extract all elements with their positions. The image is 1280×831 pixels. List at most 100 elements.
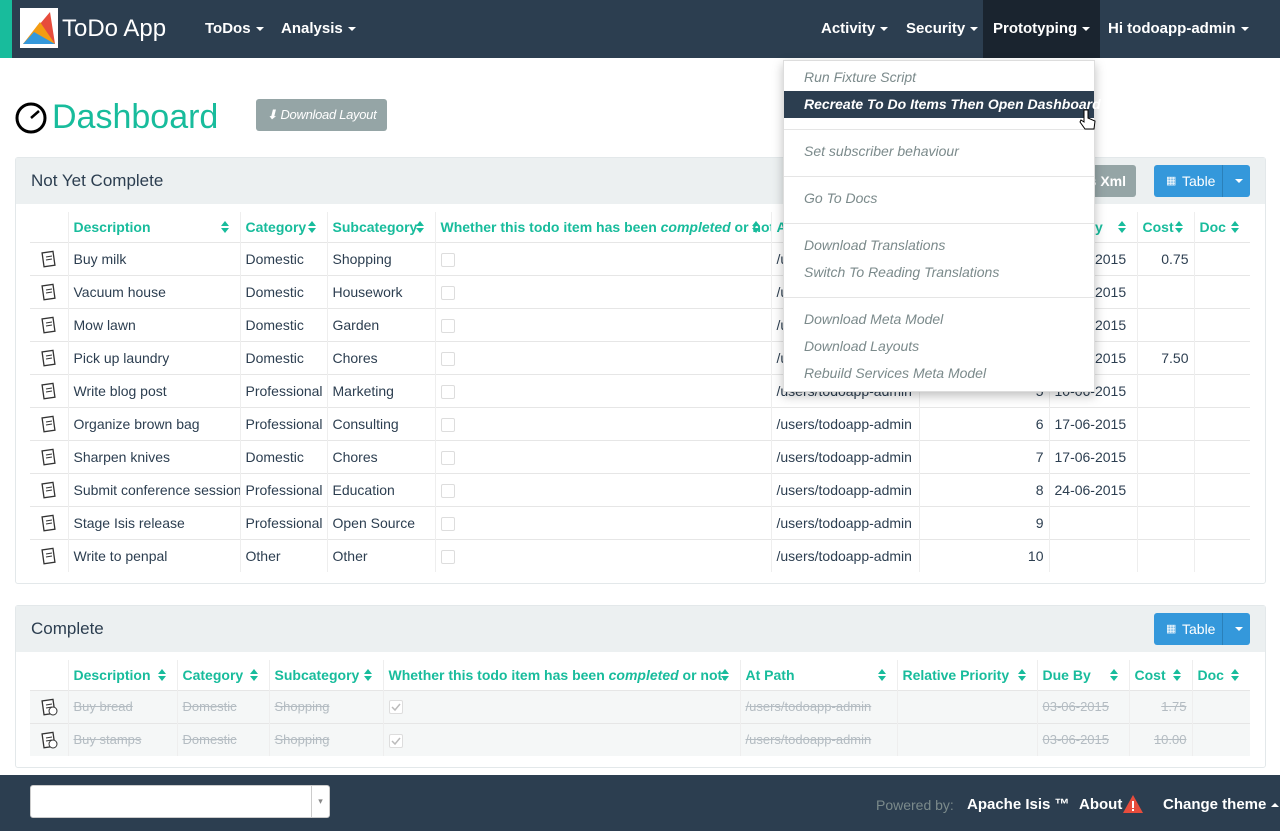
column-header[interactable]: Doc: [1191, 660, 1250, 690]
column-header[interactable]: Whether this todo item has been complete…: [434, 212, 771, 242]
caret: [880, 27, 889, 32]
prototyping-dropdown: Run Fixture Script Recreate To Do Items T…: [783, 60, 1101, 392]
nav-menu[interactable]: ToDos: [195, 0, 274, 58]
brand[interactable]: ToDo App: [62, 15, 167, 42]
column-header[interactable]: Cost: [1128, 660, 1192, 690]
row-icon[interactable]: [30, 340, 68, 374]
menu-item[interactable]: Run Fixture Script: [784, 64, 1094, 91]
theme-link[interactable]: Change theme: [1163, 796, 1280, 813]
column-header[interactable]: Relative Priority: [896, 660, 1037, 690]
row-icon[interactable]: [30, 439, 68, 473]
divider: [784, 297, 1094, 298]
menu-item[interactable]: Go To Docs: [784, 185, 1094, 212]
category: Domestic: [239, 274, 327, 308]
nav-menu[interactable]: Hi todoapp-admin: [1098, 0, 1259, 58]
search-select[interactable]: ▾: [30, 785, 330, 818]
value: 10: [1027, 547, 1044, 564]
column-header[interactable]: Due By: [1036, 660, 1129, 690]
row-icon[interactable]: [30, 689, 68, 723]
header-text: Category: [245, 218, 307, 235]
table-button[interactable]: ▦ Table: [1154, 165, 1250, 197]
checkbox[interactable]: [440, 252, 455, 267]
value: Education: [332, 481, 395, 498]
row-icon[interactable]: [30, 307, 68, 341]
value: 8: [1035, 481, 1044, 498]
cost: [1136, 373, 1194, 407]
column-header[interactable]: Description: [67, 660, 177, 690]
value: Vacuum house: [73, 283, 166, 300]
nav-menu[interactable]: Activity: [811, 0, 898, 58]
row-icon[interactable]: [30, 373, 68, 407]
column-header[interactable]: Cost: [1136, 212, 1194, 242]
column-header[interactable]: Whether this todo item has been complete…: [382, 660, 740, 690]
doc: [1193, 406, 1250, 440]
value: 24-06-2015: [1054, 481, 1127, 498]
nav-menu[interactable]: Analysis: [271, 0, 366, 58]
value: Marketing: [332, 382, 394, 399]
description: Write blog post: [67, 373, 240, 407]
label: Hi todoapp-admin: [1108, 20, 1236, 37]
sort-icon: [220, 220, 230, 237]
menu-item[interactable]: Switch To Reading Translations: [784, 259, 1094, 286]
row-icon[interactable]: [30, 472, 68, 506]
nav-menu[interactable]: Prototyping: [983, 0, 1101, 58]
column-header[interactable]: Subcategory: [326, 212, 435, 242]
sort-icon: [751, 220, 761, 237]
checkbox[interactable]: [440, 351, 455, 366]
about-link[interactable]: About: [1079, 796, 1123, 813]
label: Go To Docs: [804, 190, 878, 206]
row-icon[interactable]: [30, 274, 68, 308]
divider: [1222, 613, 1223, 645]
menu-item[interactable]: Set subscriber behaviour: [784, 138, 1094, 165]
checkbox[interactable]: [440, 483, 455, 498]
row-icon[interactable]: [30, 505, 68, 539]
panel: Complete ▦ Table Description Category Subcate…: [15, 605, 1266, 768]
column-header[interactable]: Description: [67, 212, 240, 242]
table-button[interactable]: ▦ Table: [1154, 613, 1250, 645]
cost: [1136, 505, 1194, 539]
checkbox[interactable]: [388, 733, 403, 748]
row-icon[interactable]: [30, 241, 68, 275]
column-header[interactable]: At Path: [739, 660, 897, 690]
column-header[interactable]: Category: [176, 660, 269, 690]
nav-menu[interactable]: Security: [896, 0, 988, 58]
value: Professional: [245, 382, 323, 399]
doc: [1193, 274, 1250, 308]
cost: [1136, 274, 1194, 308]
menu-item[interactable]: Download Translations: [784, 232, 1094, 259]
value: Domestic: [245, 283, 304, 300]
menu-item[interactable]: Recreate To Do Items Then Open Dashboard: [784, 91, 1101, 118]
row-icon[interactable]: [30, 406, 68, 440]
checkbox[interactable]: [440, 549, 455, 564]
at-path: /users/todoapp-admin: [770, 439, 919, 473]
menu-item[interactable]: Rebuild Services Meta Model: [784, 360, 1094, 387]
header-text: Due By: [1042, 666, 1091, 683]
framework-link[interactable]: Apache Isis ™: [967, 796, 1070, 813]
column-header[interactable]: Subcategory: [268, 660, 383, 690]
row-icon[interactable]: [30, 722, 68, 756]
brand-logo[interactable]: [20, 8, 58, 48]
checkbox[interactable]: [440, 318, 455, 333]
doc: [1191, 722, 1250, 756]
checkbox[interactable]: [440, 285, 455, 300]
label: Activity: [821, 20, 876, 37]
checkbox[interactable]: [388, 700, 403, 715]
doc: [1193, 241, 1250, 275]
column-header[interactable]: Category: [239, 212, 327, 242]
value: Buy bread: [73, 699, 133, 714]
row-icon[interactable]: [30, 538, 68, 572]
checkbox[interactable]: [440, 516, 455, 531]
value: 03-06-2015: [1042, 732, 1110, 748]
value: /users/todoapp-admin: [776, 415, 912, 432]
checkbox[interactable]: [440, 450, 455, 465]
value: 17-06-2015: [1054, 448, 1127, 465]
description: Submit conference session: [67, 472, 240, 506]
checkbox[interactable]: [440, 384, 455, 399]
checkbox[interactable]: [440, 417, 455, 432]
menu-item[interactable]: Download Meta Model: [784, 306, 1094, 333]
menu-item[interactable]: Download Layouts: [784, 333, 1094, 360]
download-layout-button[interactable]: ⬇ Download Layout: [256, 99, 387, 131]
cost: 7.50: [1136, 340, 1194, 374]
panel-title: Complete: [31, 619, 104, 638]
column-header[interactable]: Doc: [1193, 212, 1250, 242]
